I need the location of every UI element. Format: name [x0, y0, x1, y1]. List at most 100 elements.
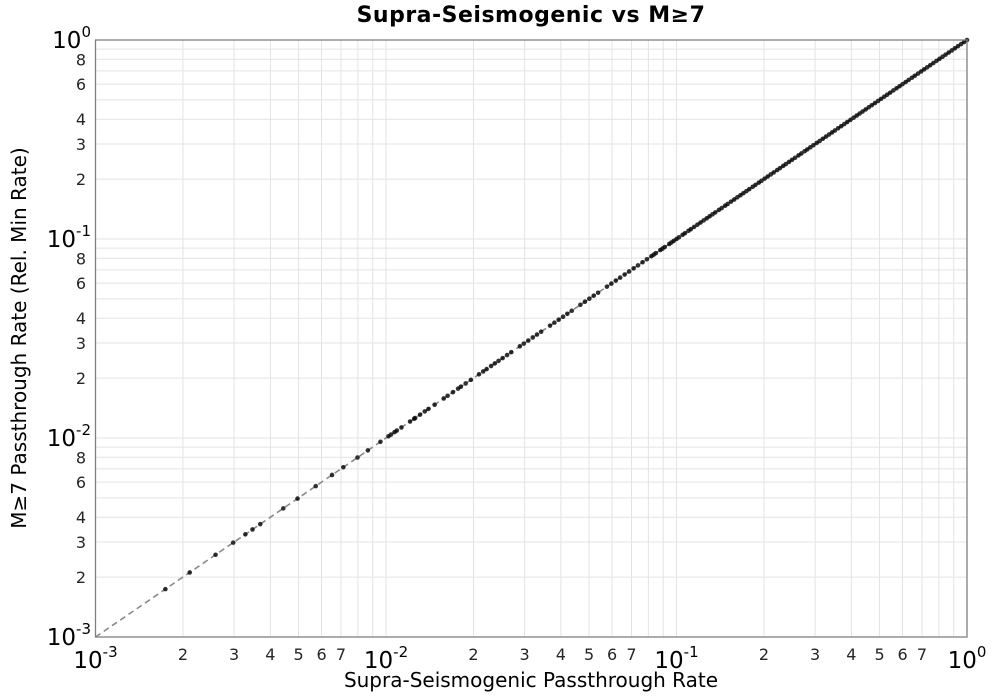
data-point [445, 393, 450, 399]
y-axis-label: M≥7 Passthrough Rate (Rel. Min Rate) [7, 147, 31, 529]
x-minor-tick-label: 2 [178, 645, 188, 664]
data-point [631, 266, 636, 271]
data-point [569, 308, 575, 314]
data-point [640, 259, 645, 265]
data-point [213, 552, 218, 558]
data-point [243, 532, 248, 537]
data-point [746, 186, 752, 192]
plot-border [94, 39, 968, 638]
data-point [626, 269, 632, 274]
data-point [887, 90, 893, 95]
data-point [257, 521, 263, 527]
data-point [500, 355, 505, 361]
y-minor-tick-label: 8 [76, 448, 86, 467]
data-point [534, 332, 540, 337]
grid [95, 40, 967, 637]
data-point [441, 396, 447, 401]
data-point [250, 527, 255, 532]
data-point [488, 363, 494, 369]
x-minor-tick-label: 2 [468, 645, 478, 664]
data-point [458, 384, 464, 390]
data-point [552, 320, 557, 325]
data-point [591, 293, 597, 298]
y-major-tick-label: 10-3 [47, 620, 91, 651]
x-minor-tick-label: 6 [316, 645, 326, 664]
data-point [676, 234, 682, 240]
data-point [492, 361, 498, 366]
data-point [792, 155, 798, 161]
data-point [422, 409, 428, 414]
data-point [609, 281, 614, 286]
data-point [538, 329, 544, 335]
y-minor-tick-label: 8 [76, 249, 86, 268]
data-point [777, 165, 783, 171]
data-point [388, 432, 394, 437]
data-point [394, 428, 400, 433]
scatter-points [163, 37, 970, 592]
y-minor-tick-label: 3 [76, 135, 86, 154]
data-point [480, 369, 486, 374]
x-minor-tick-label: 6 [897, 645, 907, 664]
data-point [355, 455, 360, 460]
data-point [313, 483, 319, 489]
data-point [771, 170, 776, 175]
data-point [662, 244, 668, 250]
data-point [476, 371, 482, 377]
y-minor-tick-label: 6 [76, 274, 86, 293]
y-minor-tick-label: 4 [76, 110, 86, 129]
data-point [399, 425, 404, 430]
x-minor-tick-label: 7 [626, 645, 636, 664]
data-point [560, 314, 566, 319]
data-point [799, 151, 804, 156]
data-point [719, 205, 724, 211]
data-point [504, 352, 510, 358]
data-point [691, 224, 697, 230]
data-point [653, 250, 659, 256]
x-minor-tick-label: 3 [810, 645, 820, 664]
data-point [547, 323, 553, 328]
data-point [295, 496, 300, 501]
data-point [230, 540, 236, 545]
data-point [682, 230, 688, 236]
data-point [595, 290, 601, 296]
data-point [725, 201, 730, 207]
data-point [187, 570, 192, 575]
y-minor-tick-label: 3 [76, 334, 86, 353]
data-point [565, 311, 570, 317]
data-point [407, 419, 413, 424]
x-minor-tick-label: 3 [229, 645, 239, 664]
x-minor-tick-label: 4 [265, 645, 275, 664]
x-minor-tick-label: 2 [759, 645, 769, 664]
data-point [463, 381, 468, 386]
data-point [426, 406, 431, 412]
y-minor-tick-label: 4 [76, 508, 86, 527]
y-minor-tick-label: 8 [76, 50, 86, 69]
x-minor-tick-label: 5 [584, 645, 594, 664]
data-point [509, 349, 514, 355]
data-point [521, 341, 527, 346]
data-point [635, 263, 641, 268]
x-minor-tick-label: 3 [520, 645, 530, 664]
x-minor-tick-label: 7 [917, 645, 927, 664]
data-point [432, 402, 437, 408]
data-point [688, 226, 694, 232]
data-point [604, 284, 610, 289]
data-point [517, 343, 523, 349]
y-minor-tick-label: 2 [76, 369, 86, 388]
data-point [412, 415, 418, 421]
data-point [341, 464, 346, 470]
y-minor-tick-label: 3 [76, 533, 86, 552]
y-minor-tick-label: 2 [76, 568, 86, 587]
data-point [378, 439, 383, 445]
x-minor-tick-label: 4 [846, 645, 856, 664]
data-point [728, 199, 734, 204]
x-minor-tick-label: 7 [336, 645, 346, 664]
data-point [582, 299, 588, 305]
y-minor-tick-label: 6 [76, 473, 86, 492]
data-point [365, 448, 371, 453]
data-point [450, 389, 456, 395]
data-point [712, 210, 718, 215]
data-point [753, 182, 758, 188]
x-minor-tick-label: 5 [874, 645, 884, 664]
data-point [613, 278, 619, 283]
